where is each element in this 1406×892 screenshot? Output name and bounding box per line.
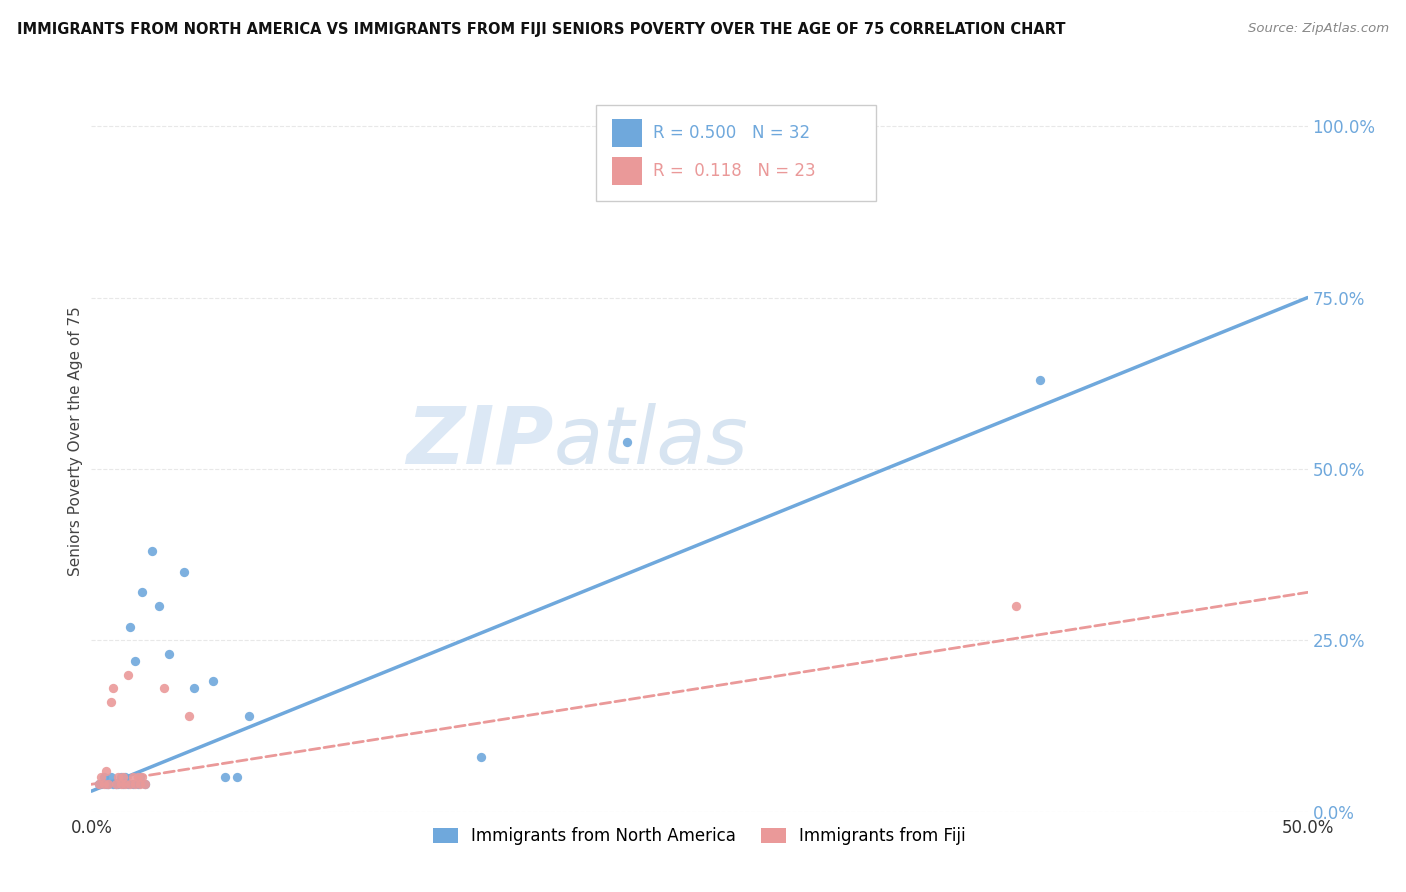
Text: R =  0.118   N = 23: R = 0.118 N = 23: [654, 162, 815, 180]
Point: [129, 771, 152, 785]
Point: [110, 771, 132, 785]
Point: [214, 771, 236, 785]
Text: R = 0.500   N = 32: R = 0.500 N = 32: [654, 124, 810, 142]
Point: [93, 777, 115, 791]
Point: [93, 771, 115, 785]
Point: [1004, 599, 1026, 613]
Text: atlas: atlas: [554, 402, 748, 481]
Point: [121, 771, 143, 785]
Text: ZIP: ZIP: [406, 402, 554, 481]
Point: [114, 771, 136, 785]
Y-axis label: Seniors Poverty Over the Age of 75: Seniors Poverty Over the Age of 75: [67, 307, 83, 576]
Legend: Immigrants from North America, Immigrants from Fiji: Immigrants from North America, Immigrant…: [426, 820, 973, 852]
Point: [134, 777, 156, 791]
Point: [120, 619, 142, 633]
Point: [117, 667, 139, 681]
Point: [103, 681, 125, 696]
Point: [121, 777, 143, 791]
Point: [114, 777, 136, 791]
Point: [177, 708, 200, 723]
Point: [100, 771, 122, 785]
Point: [87, 777, 110, 791]
Point: [107, 771, 129, 785]
Point: [104, 777, 127, 791]
Point: [97, 777, 120, 791]
Point: [1029, 373, 1052, 387]
Point: [616, 434, 638, 449]
Point: [127, 771, 149, 785]
Point: [470, 750, 492, 764]
Point: [94, 777, 117, 791]
Point: [103, 777, 125, 791]
Point: [153, 681, 176, 696]
Point: [97, 777, 120, 791]
Point: [111, 771, 134, 785]
Point: [238, 708, 260, 723]
Text: IMMIGRANTS FROM NORTH AMERICA VS IMMIGRANTS FROM FIJI SENIORS POVERTY OVER THE A: IMMIGRANTS FROM NORTH AMERICA VS IMMIGRA…: [17, 22, 1066, 37]
Point: [111, 777, 134, 791]
Point: [124, 777, 146, 791]
Point: [173, 565, 195, 579]
Point: [183, 681, 205, 696]
Point: [117, 777, 139, 791]
Point: [131, 771, 153, 785]
FancyBboxPatch shape: [612, 119, 643, 147]
FancyBboxPatch shape: [612, 157, 643, 186]
Point: [104, 777, 127, 791]
Point: [110, 777, 132, 791]
Point: [127, 777, 149, 791]
Point: [107, 777, 129, 791]
Point: [87, 777, 110, 791]
Point: [124, 654, 146, 668]
Point: [131, 585, 153, 599]
Point: [141, 544, 163, 558]
Point: [100, 695, 122, 709]
Point: [773, 119, 796, 133]
Point: [134, 777, 156, 791]
FancyBboxPatch shape: [596, 104, 876, 201]
Point: [129, 777, 152, 791]
Point: [157, 647, 180, 661]
Point: [226, 771, 249, 785]
Point: [94, 764, 117, 778]
Text: Source: ZipAtlas.com: Source: ZipAtlas.com: [1249, 22, 1389, 36]
Point: [90, 777, 112, 791]
Point: [202, 674, 225, 689]
Point: [148, 599, 170, 613]
Point: [90, 771, 112, 785]
Point: [120, 777, 142, 791]
